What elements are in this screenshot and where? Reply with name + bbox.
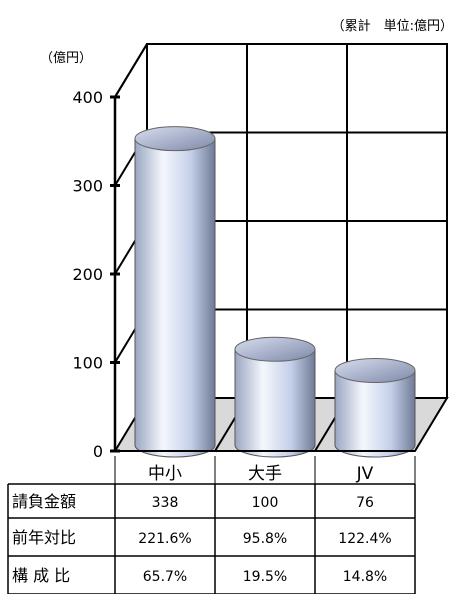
gridline-side [114, 43, 148, 98]
table-cell: 95.8% [243, 531, 287, 547]
bar-body [134, 138, 216, 458]
y-tick-label: 400 [72, 88, 103, 107]
table-cell: 65.7% [143, 569, 187, 585]
table-cell: 338 [152, 495, 179, 511]
table-cell: 14.8% [343, 569, 387, 585]
table-cell: 100 [252, 495, 279, 511]
y-tick-label: 200 [72, 265, 103, 284]
table-cell: 76 [356, 495, 374, 511]
table-row-label: 請負金額 [12, 492, 76, 511]
bars [134, 126, 416, 458]
category-label: JV [356, 464, 374, 484]
y-tick-label: 300 [72, 177, 103, 196]
y-axis: 0 100 200 300 400 [72, 88, 415, 461]
y-tick-label: 0 [93, 442, 103, 461]
table-cell: 19.5% [243, 569, 287, 585]
y-axis-label: （億円） [40, 50, 92, 66]
unit-note: （累計 単位:億円） [332, 18, 453, 34]
data-table: 中小 大手 JV 請負金額 338 100 76 前年対比 221.6% 95.8% 122.4% 構… [7, 456, 416, 594]
bar-中小 [134, 126, 216, 458]
table-cell: 221.6% [138, 531, 191, 547]
category-label: 中小 [148, 464, 182, 484]
bar-大手 [234, 336, 316, 458]
y-tick-label: 100 [72, 354, 103, 373]
table-row-label: 前年対比 [12, 528, 76, 547]
bar-JV [334, 357, 416, 458]
bar-body [334, 369, 416, 458]
bar-top [234, 336, 316, 362]
bar-top [334, 357, 416, 383]
bar-body [234, 348, 316, 458]
bar-top [134, 126, 216, 152]
table-cell: 122.4% [338, 531, 391, 547]
table-row-label: 構 成 比 [12, 566, 70, 585]
category-label: 大手 [248, 464, 282, 484]
